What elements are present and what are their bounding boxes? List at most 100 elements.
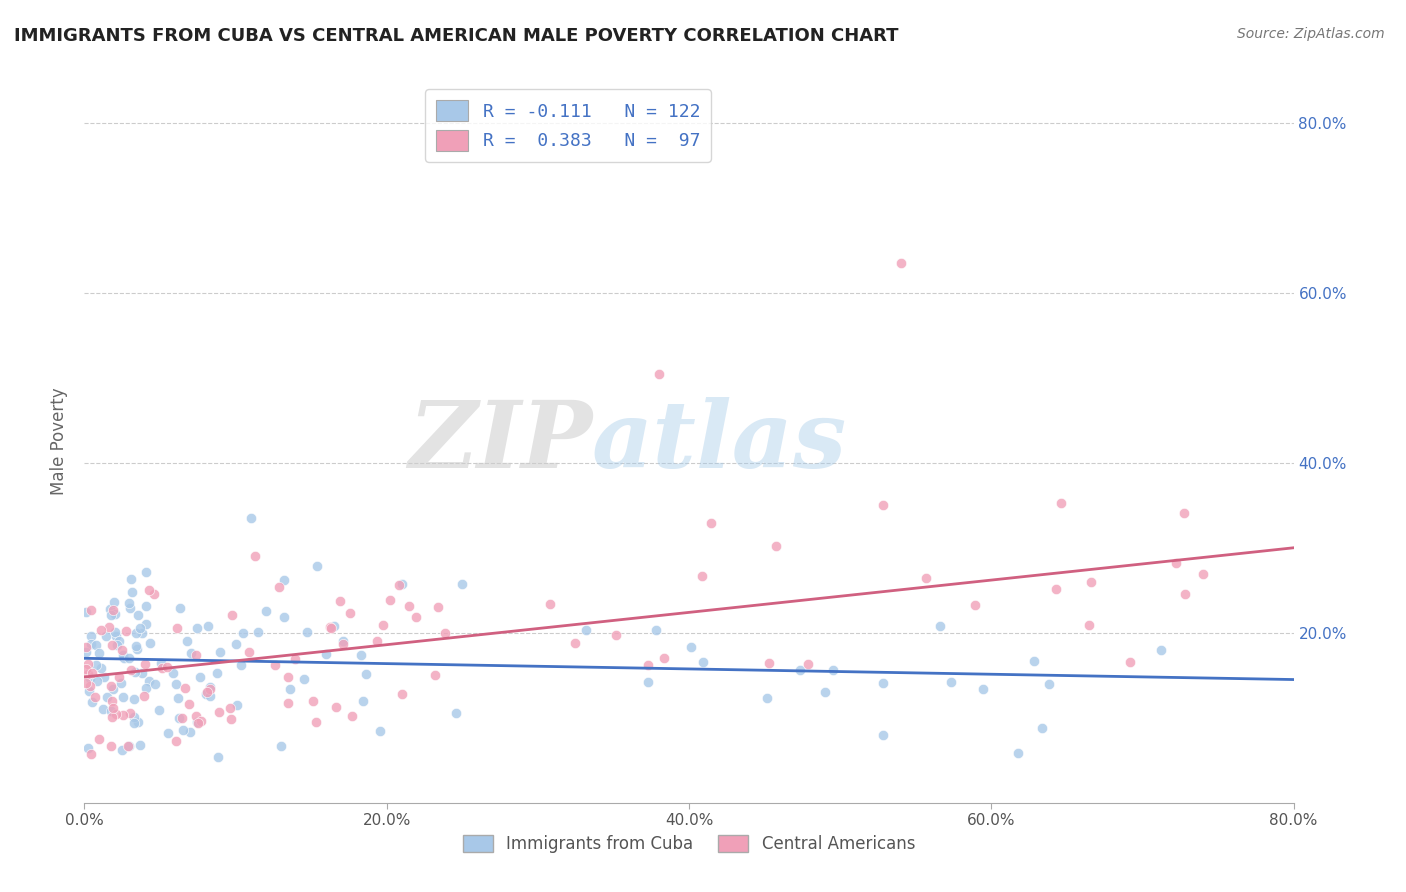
Text: ZIP: ZIP [408, 397, 592, 486]
Point [789, 663, 811, 677]
Point [118, 739, 141, 753]
Point [246, 624, 269, 639]
Point [797, 657, 820, 671]
Point [111, 690, 134, 705]
Point [200, 680, 222, 694]
Point [1049, 496, 1071, 510]
Point [195, 687, 218, 701]
Point [254, 604, 277, 618]
Point [292, 672, 315, 686]
Point [765, 539, 787, 553]
Point [117, 739, 139, 754]
Point [128, 621, 150, 635]
Point [111, 643, 134, 657]
Point [231, 658, 253, 673]
Point [80, 747, 103, 762]
Point [692, 655, 714, 669]
Point [111, 708, 134, 723]
Point [100, 607, 122, 622]
Point [118, 601, 141, 615]
Point [156, 725, 179, 739]
Point [79, 679, 101, 693]
Point [76, 667, 98, 681]
Point [391, 687, 413, 701]
Point [277, 696, 299, 710]
Point [329, 593, 352, 607]
Point [1007, 747, 1029, 761]
Point [125, 642, 148, 657]
Point [104, 629, 127, 643]
Point [872, 498, 894, 512]
Point [112, 648, 135, 662]
Point [172, 723, 194, 737]
Point [138, 673, 160, 688]
Point [108, 633, 131, 648]
Point [221, 607, 243, 622]
Point [186, 715, 208, 730]
Point [166, 690, 188, 705]
Point [125, 626, 148, 640]
Point [98, 602, 121, 616]
Point [148, 703, 170, 717]
Point [238, 645, 260, 659]
Point [186, 621, 208, 635]
Point [405, 610, 427, 624]
Point [302, 694, 325, 708]
Point [101, 700, 124, 714]
Point [97, 620, 120, 634]
Point [124, 691, 146, 706]
Point [1031, 721, 1053, 735]
Point [143, 587, 166, 601]
Point [166, 620, 188, 634]
Point [1191, 566, 1213, 581]
Point [756, 691, 779, 706]
Point [1150, 642, 1173, 657]
Point [87, 731, 110, 746]
Point [218, 701, 240, 715]
Point [652, 651, 675, 665]
Point [368, 723, 391, 738]
Point [332, 637, 354, 651]
Point [138, 583, 160, 598]
Point [1022, 654, 1045, 668]
Point [340, 709, 363, 723]
Point [101, 682, 124, 697]
Point [1166, 556, 1188, 570]
Point [162, 665, 184, 680]
Point [245, 549, 267, 564]
Point [186, 709, 208, 723]
Point [135, 681, 157, 696]
Point [90, 623, 112, 637]
Point [380, 593, 402, 607]
Point [143, 677, 166, 691]
Point [319, 620, 342, 634]
Legend: Immigrants from Cuba, Central Americans: Immigrants from Cuba, Central Americans [456, 828, 922, 860]
Point [814, 685, 837, 699]
Point [226, 698, 249, 712]
Point [79, 672, 101, 686]
Point [426, 599, 449, 614]
Point [80, 603, 103, 617]
Point [1173, 506, 1195, 520]
Point [104, 607, 127, 621]
Point [325, 699, 347, 714]
Point [208, 706, 231, 720]
Point [637, 675, 659, 690]
Point [186, 648, 208, 663]
Point [679, 640, 702, 654]
Point [112, 651, 135, 665]
Point [207, 749, 229, 764]
Point [79, 637, 101, 651]
Point [1038, 677, 1060, 691]
Point [339, 606, 361, 620]
Point [197, 619, 219, 633]
Point [821, 663, 844, 677]
Point [278, 681, 301, 696]
Point [75, 645, 97, 659]
Point [388, 578, 411, 592]
Point [108, 670, 131, 684]
Point [101, 710, 124, 724]
Point [872, 675, 894, 690]
Point [100, 704, 122, 718]
Point [188, 670, 211, 684]
